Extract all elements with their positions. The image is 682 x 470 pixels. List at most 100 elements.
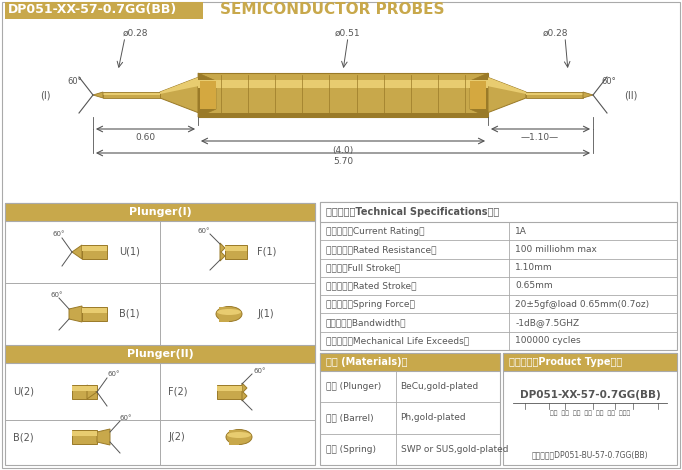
Bar bbox=[198, 113, 488, 117]
Bar bbox=[5, 203, 315, 465]
Text: 60°: 60° bbox=[67, 77, 82, 86]
Text: ø0.28: ø0.28 bbox=[123, 29, 149, 38]
Bar bbox=[5, 2, 203, 19]
Text: J(2): J(2) bbox=[168, 432, 185, 442]
Text: (I): (I) bbox=[40, 90, 50, 100]
Bar bbox=[503, 353, 677, 465]
Ellipse shape bbox=[227, 432, 251, 438]
Bar bbox=[82, 245, 107, 259]
Text: J(1): J(1) bbox=[257, 309, 273, 319]
Text: 1.10mm: 1.10mm bbox=[515, 263, 553, 272]
Bar bbox=[320, 353, 500, 371]
Bar bbox=[200, 81, 216, 109]
Text: ø0.28: ø0.28 bbox=[543, 29, 569, 38]
Text: Plunger(I): Plunger(I) bbox=[129, 207, 192, 217]
Bar bbox=[217, 386, 242, 391]
Bar bbox=[82, 308, 107, 313]
Polygon shape bbox=[242, 383, 247, 401]
Text: B(1): B(1) bbox=[119, 309, 140, 319]
Text: 弹簧 (Spring): 弹簧 (Spring) bbox=[326, 445, 376, 454]
Bar bbox=[217, 385, 242, 399]
Polygon shape bbox=[160, 78, 198, 94]
Polygon shape bbox=[160, 78, 198, 113]
Text: 0.65mm: 0.65mm bbox=[515, 282, 553, 290]
Text: F(2): F(2) bbox=[168, 387, 188, 397]
Text: 额定电流（Current Rating）: 额定电流（Current Rating） bbox=[326, 227, 424, 235]
Bar bbox=[219, 306, 229, 321]
Text: 频率带宽（Bandwidth）: 频率带宽（Bandwidth） bbox=[326, 318, 406, 327]
Text: 60°: 60° bbox=[120, 415, 132, 421]
Bar bbox=[82, 307, 107, 321]
Bar bbox=[103, 93, 160, 95]
Text: Ph,gold-plated: Ph,gold-plated bbox=[400, 414, 466, 423]
Text: F(1): F(1) bbox=[257, 247, 276, 257]
Polygon shape bbox=[470, 73, 488, 117]
Bar bbox=[225, 246, 247, 251]
Text: 针管 (Barrel): 针管 (Barrel) bbox=[326, 414, 374, 423]
Bar bbox=[503, 353, 677, 371]
Text: (4.0): (4.0) bbox=[332, 146, 354, 155]
Text: 测试寿命（Mechanical Life Exceeds）: 测试寿命（Mechanical Life Exceeds） bbox=[326, 337, 469, 345]
Polygon shape bbox=[97, 429, 110, 445]
Text: 100000 cycles: 100000 cycles bbox=[515, 337, 581, 345]
Bar bbox=[225, 245, 247, 259]
Text: (II): (II) bbox=[624, 90, 638, 100]
Bar bbox=[526, 93, 583, 95]
Text: 系列  规格  头型  总长  弹力  镖金  针头模: 系列 规格 头型 总长 弹力 镖金 针头模 bbox=[550, 410, 630, 416]
Text: ø0.51: ø0.51 bbox=[335, 29, 361, 38]
Polygon shape bbox=[72, 245, 82, 259]
Bar bbox=[320, 353, 500, 465]
Text: SEMICONDUCTOR PROBES: SEMICONDUCTOR PROBES bbox=[220, 2, 445, 17]
Text: 100 milliohm max: 100 milliohm max bbox=[515, 245, 597, 254]
Text: 技术要求（Technical Specifications）：: 技术要求（Technical Specifications）： bbox=[326, 207, 499, 217]
Polygon shape bbox=[488, 78, 526, 113]
Text: 额定电阻（Rated Resistance）: 额定电阻（Rated Resistance） bbox=[326, 245, 436, 254]
Bar bbox=[320, 202, 677, 222]
Text: 额定弹力（Spring Force）: 额定弹力（Spring Force） bbox=[326, 300, 415, 309]
Bar bbox=[72, 431, 97, 436]
Text: DP051-XX-57-0.7GG(BB): DP051-XX-57-0.7GG(BB) bbox=[520, 390, 660, 400]
Polygon shape bbox=[220, 243, 225, 261]
Bar bbox=[526, 92, 583, 98]
Polygon shape bbox=[488, 78, 526, 94]
Bar bbox=[198, 80, 488, 88]
Text: 20±5gf@load 0.65mm(0.7oz): 20±5gf@load 0.65mm(0.7oz) bbox=[515, 300, 649, 309]
Text: 0.60: 0.60 bbox=[135, 133, 155, 142]
Bar bbox=[470, 81, 486, 109]
Text: 60°: 60° bbox=[253, 368, 265, 374]
Text: U(2): U(2) bbox=[13, 387, 34, 397]
Ellipse shape bbox=[226, 430, 252, 445]
Ellipse shape bbox=[217, 309, 241, 315]
Ellipse shape bbox=[216, 306, 242, 321]
Polygon shape bbox=[198, 73, 216, 117]
Bar bbox=[103, 92, 160, 98]
Text: DP051-XX-57-0.7GG(BB): DP051-XX-57-0.7GG(BB) bbox=[8, 3, 177, 16]
Polygon shape bbox=[87, 385, 97, 399]
Text: 针头 (Plunger): 针头 (Plunger) bbox=[326, 382, 381, 391]
Text: 60°: 60° bbox=[53, 231, 65, 237]
Bar bbox=[229, 430, 239, 445]
Text: 60°: 60° bbox=[198, 228, 210, 234]
Text: B(2): B(2) bbox=[13, 432, 33, 442]
Text: 5.70: 5.70 bbox=[333, 157, 353, 166]
Text: —1.10—: —1.10— bbox=[521, 133, 559, 142]
Text: 满行程（Full Stroke）: 满行程（Full Stroke） bbox=[326, 263, 400, 272]
Bar bbox=[82, 246, 107, 251]
Text: U(1): U(1) bbox=[119, 247, 140, 257]
Bar bbox=[72, 386, 97, 391]
Bar bbox=[320, 202, 677, 350]
Text: 60°: 60° bbox=[601, 77, 616, 86]
Bar bbox=[198, 73, 488, 117]
Polygon shape bbox=[93, 92, 103, 98]
Text: 60°: 60° bbox=[108, 371, 121, 377]
Bar bbox=[5, 345, 315, 363]
Bar bbox=[5, 203, 315, 221]
Polygon shape bbox=[583, 92, 593, 98]
Text: BeCu,gold-plated: BeCu,gold-plated bbox=[400, 382, 479, 391]
Bar bbox=[72, 385, 97, 399]
Text: 订购举例：DP051-BU-57-0.7GG(BB): 订购举例：DP051-BU-57-0.7GG(BB) bbox=[532, 451, 649, 460]
Text: -1dB@7.5GHZ: -1dB@7.5GHZ bbox=[515, 318, 579, 327]
Text: 1A: 1A bbox=[515, 227, 527, 235]
Text: 成品型号（Product Type）：: 成品型号（Product Type）： bbox=[509, 357, 622, 367]
Text: 材质 (Materials)：: 材质 (Materials)： bbox=[326, 357, 408, 367]
